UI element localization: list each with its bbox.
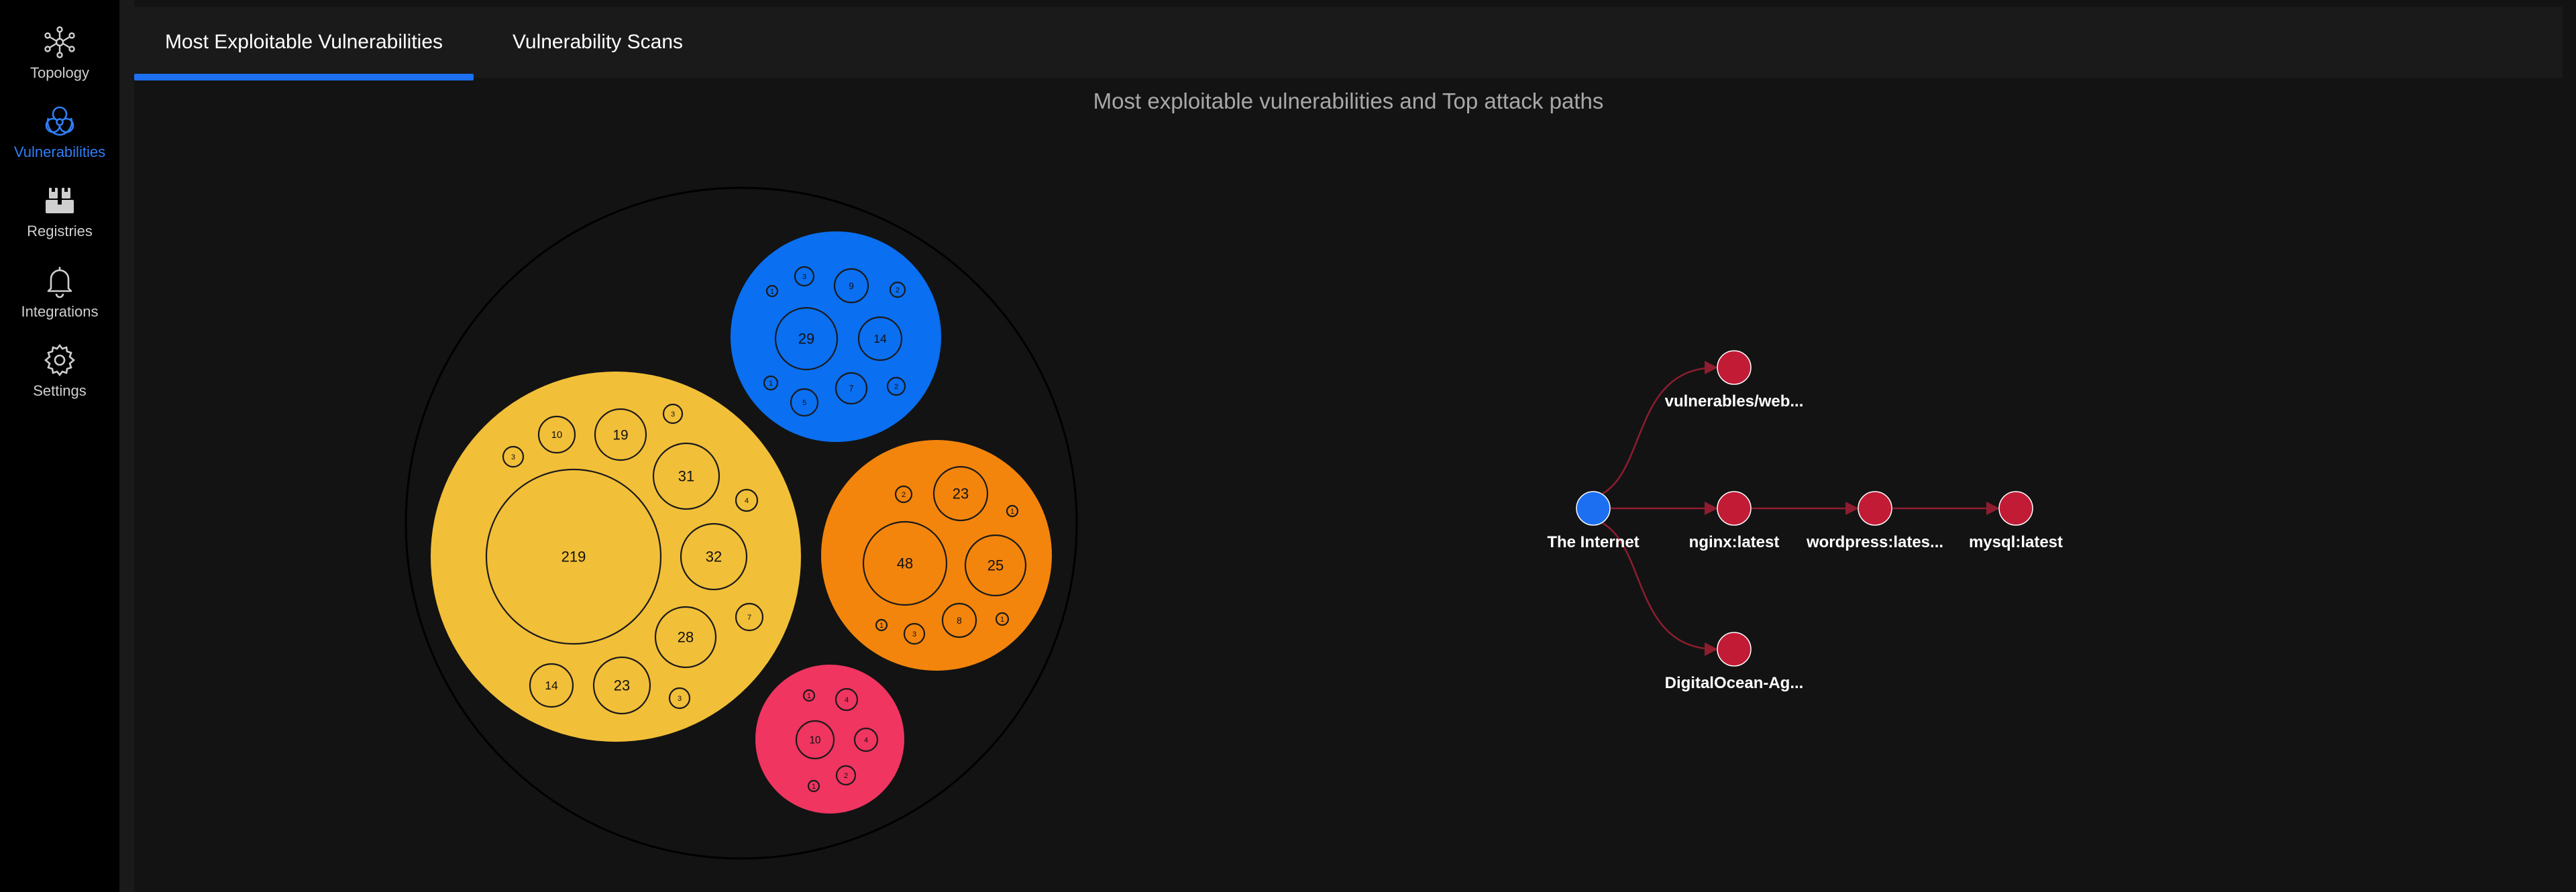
sidebar-item-label: Registries bbox=[27, 223, 93, 240]
bubble-count-label: 2 bbox=[896, 286, 900, 294]
bubble-count-label: 1 bbox=[812, 783, 816, 791]
attack-path-node-wordpress[interactable] bbox=[1858, 492, 1892, 525]
bubble-group[interactable] bbox=[731, 231, 941, 442]
registries-icon bbox=[42, 182, 78, 219]
sidebar-item-label: Integrations bbox=[21, 303, 99, 321]
attack-path-node-nginx[interactable] bbox=[1717, 492, 1751, 525]
bubble-count-label: 8 bbox=[957, 616, 962, 626]
node-label: nginx:latest bbox=[1689, 533, 1780, 551]
node-label: vulnerables/web... bbox=[1665, 392, 1804, 410]
attack-path-node-web[interactable] bbox=[1717, 351, 1751, 384]
bubble-count-label: 19 bbox=[612, 427, 628, 443]
bubble-count-label: 5 bbox=[802, 399, 806, 407]
bubble-count-label: 7 bbox=[747, 614, 751, 622]
sidebar-item-vulnerabilities[interactable]: Vulnerabilities bbox=[0, 103, 119, 177]
node-label: The Internet bbox=[1547, 533, 1639, 551]
node-label: DigitalOcean-Ag... bbox=[1665, 674, 1804, 692]
bubble-count-label: 25 bbox=[987, 557, 1004, 574]
bubble-count-label: 3 bbox=[802, 273, 806, 281]
bubble-count-label: 9 bbox=[849, 281, 854, 291]
bubble-count-label: 3 bbox=[912, 630, 916, 638]
bubble-count-label: 32 bbox=[706, 549, 722, 565]
sidebar-item-label: Vulnerabilities bbox=[14, 144, 105, 161]
node-label: mysql:latest bbox=[1969, 533, 2063, 551]
bubble-group[interactable] bbox=[821, 440, 1052, 671]
biohazard-icon bbox=[42, 103, 78, 140]
sidebar-item-topology[interactable]: Topology bbox=[0, 24, 119, 98]
bubble-count-label: 4 bbox=[864, 736, 868, 744]
bubble-count-label: 2 bbox=[902, 491, 906, 499]
bubble-count-label: 1 bbox=[770, 288, 774, 296]
bubble-count-label: 23 bbox=[953, 486, 969, 502]
attack-path-node-internet[interactable] bbox=[1576, 492, 1610, 525]
sidebar-item-label: Topology bbox=[30, 64, 89, 82]
bubble-count-label: 1 bbox=[1000, 616, 1004, 624]
attack-path-node-docean[interactable] bbox=[1717, 632, 1751, 666]
attack-path-graph: The Internet vulnerables/web... nginx:late… bbox=[1476, 0, 2348, 892]
bubble-count-label: 1 bbox=[807, 692, 811, 700]
bubble-count-label: 219 bbox=[561, 549, 586, 565]
sidebar-item-registries[interactable]: Registries bbox=[0, 182, 119, 256]
bubble-count-label: 48 bbox=[897, 555, 913, 572]
sidebar-item-integrations[interactable]: Integrations bbox=[0, 263, 119, 337]
bubble-count-label: 3 bbox=[678, 695, 682, 703]
node-label: wordpress:lates... bbox=[1806, 533, 1943, 551]
bubble-count-label: 3 bbox=[671, 410, 675, 419]
attack-path-node-mysql[interactable] bbox=[1999, 492, 2033, 525]
bubble-count-label: 2 bbox=[844, 772, 848, 780]
bubble-count-label: 10 bbox=[809, 734, 820, 746]
bubble-count-label: 3 bbox=[511, 453, 515, 461]
bubble-count-label: 1 bbox=[879, 622, 883, 630]
bubble-count-label: 29 bbox=[798, 331, 814, 347]
gear-icon bbox=[42, 342, 78, 378]
bubble-count-label: 14 bbox=[545, 679, 558, 692]
sidebar-nav: Topology Vulnerabilities bbox=[0, 0, 119, 892]
sidebar-item-label: Settings bbox=[33, 382, 87, 400]
bubble-count-label: 1 bbox=[1010, 508, 1014, 516]
bubble-count-label: 10 bbox=[551, 430, 563, 441]
bubble-count-label: 23 bbox=[614, 677, 630, 694]
bell-icon bbox=[42, 263, 78, 299]
topology-icon bbox=[42, 24, 78, 60]
attack-path-edge bbox=[1603, 368, 1717, 494]
bubble-count-label: 31 bbox=[678, 468, 694, 485]
bubble-count-label: 7 bbox=[849, 384, 853, 393]
main-content: Most Exploitable Vulnerabilities Vulnera… bbox=[134, 0, 2576, 892]
bubble-count-label: 4 bbox=[745, 497, 749, 505]
bubble-count-label: 4 bbox=[845, 696, 849, 704]
bubble-count-label: 1 bbox=[769, 380, 773, 388]
bubble-group[interactable] bbox=[755, 665, 904, 814]
bubble-count-label: 2 bbox=[894, 383, 898, 391]
bubble-count-label: 14 bbox=[873, 332, 887, 345]
sidebar-item-settings[interactable]: Settings bbox=[0, 342, 119, 416]
bubble-count-label: 28 bbox=[678, 629, 694, 646]
